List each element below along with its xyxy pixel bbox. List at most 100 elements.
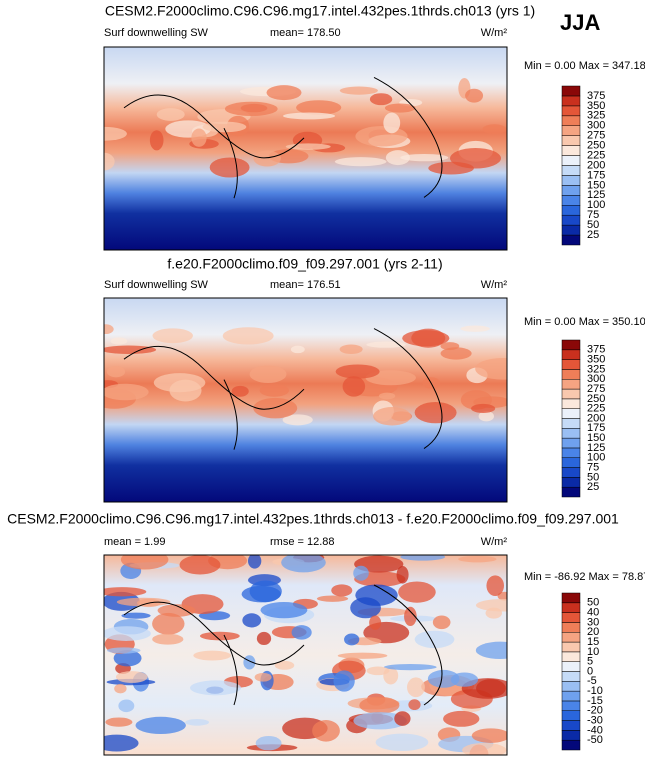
map-blob <box>104 734 139 752</box>
map-blob <box>414 630 455 649</box>
colorbar-box <box>561 612 581 623</box>
colorbar-label: 100 <box>587 199 605 211</box>
map-blob <box>400 153 449 162</box>
map-blob <box>475 358 507 380</box>
colorbar-label: 175 <box>587 169 605 181</box>
map-blob <box>224 101 278 117</box>
map-blob <box>135 716 186 735</box>
map-blob <box>115 671 148 683</box>
colorbar-box <box>561 457 581 468</box>
colorbar-box <box>561 681 581 692</box>
center-label: mean= 176.51 <box>270 279 341 291</box>
colorbar-label: 30 <box>587 616 599 628</box>
map-frame <box>103 554 508 756</box>
units-label: W/m² <box>481 536 508 548</box>
colorbar-box <box>561 467 581 478</box>
map-blob <box>114 683 127 694</box>
map-blob <box>440 347 472 360</box>
center-label: rmse = 12.88 <box>270 536 335 548</box>
colorbar-label: 225 <box>587 149 605 161</box>
colorbar-box <box>561 700 581 711</box>
map-blob <box>385 150 410 166</box>
map-blob <box>113 649 142 667</box>
map-blob <box>152 612 185 635</box>
colorbar-label: 150 <box>587 432 605 444</box>
colorbar-label: 125 <box>587 189 605 201</box>
colorbar-box <box>561 105 581 117</box>
map-blob <box>104 626 151 641</box>
map-blob <box>202 121 247 133</box>
map-blob <box>156 108 185 121</box>
map-blob <box>383 664 437 671</box>
colorbar-label: 150 <box>587 179 605 191</box>
season-label: JJA <box>560 10 600 35</box>
map-blob <box>432 615 451 630</box>
map-blob <box>149 130 164 151</box>
colorbar-label: -50 <box>587 734 603 746</box>
colorbar-box <box>561 720 581 731</box>
map-blob <box>471 403 496 414</box>
map-blob <box>185 718 210 726</box>
min-max: Min = -86.92 Max = 78.87 <box>524 571 645 583</box>
min-max: Min = 0.00 Max = 347.18 <box>524 60 645 72</box>
map-blob <box>291 625 312 640</box>
colorbar-label: 200 <box>587 159 605 171</box>
map-blob <box>396 565 409 584</box>
colorbar-box <box>561 437 581 449</box>
map-blob <box>475 598 507 612</box>
left-label: Surf downwelling SW <box>104 279 209 291</box>
colorbar-box <box>561 739 581 751</box>
map-blob <box>266 85 302 101</box>
colorbar-box <box>561 214 581 226</box>
map-blob <box>465 88 484 103</box>
map-blob <box>359 696 400 714</box>
map-blob <box>247 555 262 569</box>
colorbar-label: 5 <box>587 656 593 668</box>
colorbar-label: 250 <box>587 140 605 152</box>
colorbar-label: 300 <box>587 373 605 385</box>
map-blob <box>121 612 151 619</box>
map-blob <box>281 555 326 573</box>
map-blob <box>249 365 287 383</box>
map-blob <box>476 679 506 698</box>
colorbar-label: 50 <box>587 219 599 231</box>
map-blob <box>355 125 408 147</box>
left-label: mean = 1.99 <box>104 536 165 548</box>
colorbar-box <box>561 125 581 136</box>
colorbar-label: 225 <box>587 403 605 415</box>
colorbar-box <box>561 486 581 498</box>
map-blob <box>369 615 382 630</box>
map-blob <box>486 575 505 597</box>
units-label: W/m² <box>481 27 508 39</box>
map-blob <box>296 100 342 115</box>
colorbar-label: -15 <box>587 695 603 707</box>
colorbar-box <box>561 195 581 206</box>
map-blob <box>458 555 497 563</box>
map-blob <box>157 604 196 617</box>
map-blob <box>353 712 407 730</box>
panel-title: CESM2.F2000climo.C96.C96.mg17.intel.432p… <box>105 3 535 19</box>
colorbar-box <box>561 234 581 246</box>
map-blob <box>282 414 313 426</box>
map-blob <box>339 86 378 95</box>
map-blob <box>411 328 446 348</box>
map-blob <box>105 717 133 727</box>
colorbar-box <box>561 398 581 409</box>
colorbar-box <box>561 690 581 702</box>
colorbar-box <box>561 145 581 156</box>
colorbar-label: 15 <box>587 636 599 648</box>
colorbar-label: 0 <box>587 665 593 677</box>
colorbar-label: 100 <box>587 452 605 464</box>
map-blob <box>460 325 490 332</box>
map <box>104 555 507 755</box>
colorbar-label: 75 <box>587 461 599 473</box>
map-blob <box>199 631 240 641</box>
colorbar-label: 175 <box>587 422 605 434</box>
colorbar-label: 50 <box>587 471 599 483</box>
map-blob <box>394 711 411 726</box>
map-blob <box>290 345 305 354</box>
map-blob <box>120 555 169 570</box>
colorbar-label: 20 <box>587 626 599 638</box>
map-blob <box>414 401 457 424</box>
colorbar-label: -10 <box>587 685 603 697</box>
